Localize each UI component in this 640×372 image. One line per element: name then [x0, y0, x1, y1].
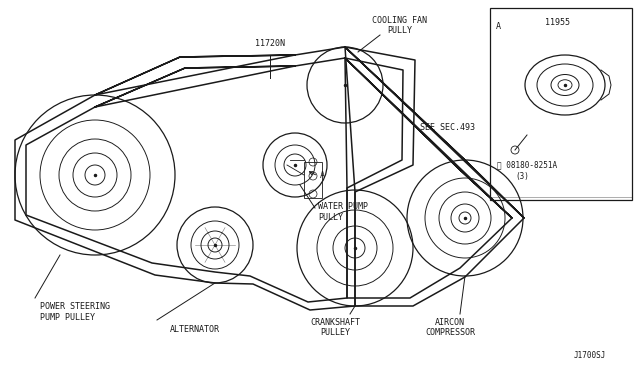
Text: (3): (3): [515, 173, 529, 182]
Text: A: A: [320, 170, 325, 180]
Text: PULLY: PULLY: [387, 26, 413, 35]
Text: 11955: 11955: [545, 18, 570, 27]
Text: J1700SJ: J1700SJ: [574, 350, 606, 359]
Text: ALTERNATOR: ALTERNATOR: [170, 325, 220, 334]
Text: PULLY: PULLY: [318, 213, 343, 222]
Text: WATER PUMP: WATER PUMP: [318, 202, 368, 211]
Text: Ⓑ 08180-8251A: Ⓑ 08180-8251A: [497, 160, 557, 170]
Text: AIRCON: AIRCON: [435, 318, 465, 327]
Text: POWER STEERING: POWER STEERING: [40, 302, 110, 311]
Text: COOLING FAN: COOLING FAN: [372, 16, 428, 25]
Text: 11720N: 11720N: [255, 39, 285, 48]
Text: SEE SEC.493: SEE SEC.493: [420, 124, 475, 132]
Text: CRANKSHAFT: CRANKSHAFT: [310, 318, 360, 327]
Text: PUMP PULLEY: PUMP PULLEY: [40, 313, 95, 322]
Text: COMPRESSOR: COMPRESSOR: [425, 328, 475, 337]
Text: A: A: [496, 22, 501, 31]
Bar: [490, 8, 632, 200]
Text: PULLEY: PULLEY: [320, 328, 350, 337]
